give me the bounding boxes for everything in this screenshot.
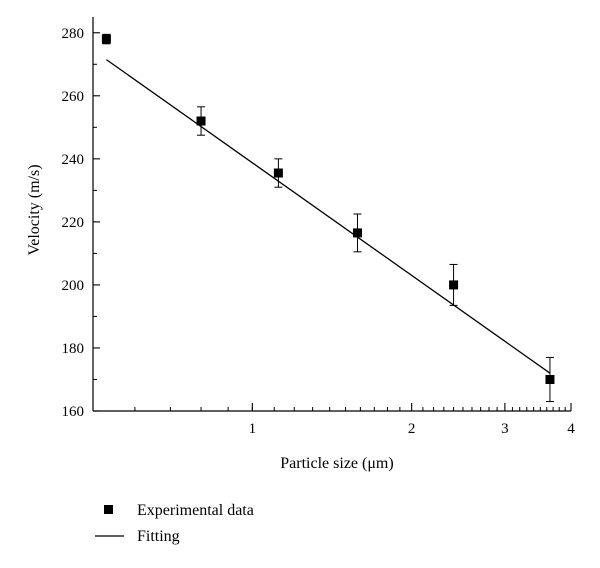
series-layer xyxy=(101,33,555,403)
legend-marker-square xyxy=(104,505,113,514)
y-tick-label: 240 xyxy=(62,152,85,168)
y-tick-label: 260 xyxy=(62,89,85,105)
data-marker xyxy=(545,374,555,384)
x-tick-label: 3 xyxy=(501,421,509,437)
x-tick-label: 2 xyxy=(408,421,416,437)
x-axis-label: Particle size (μm) xyxy=(280,455,393,472)
data-marker xyxy=(101,34,111,44)
data-marker xyxy=(196,116,206,126)
y-tick-label: 220 xyxy=(62,215,85,231)
legend: Experimental data Fitting xyxy=(95,502,254,545)
data-marker xyxy=(449,280,459,290)
plot-frame xyxy=(92,17,571,412)
data-point xyxy=(196,106,206,136)
x-axis-ticks: 1 2 3 4 xyxy=(134,403,575,437)
y-tick-label: 180 xyxy=(62,341,85,357)
y-tick-label: 160 xyxy=(62,404,85,420)
data-point xyxy=(352,213,362,253)
x-tick-label: 4 xyxy=(567,421,575,437)
y-axis-label: Velocity (m/s) xyxy=(26,164,43,255)
legend-label-fitting: Fitting xyxy=(137,528,180,545)
x-tick-label: 1 xyxy=(249,421,257,437)
fitting-line xyxy=(106,59,551,374)
data-marker xyxy=(352,228,362,238)
y-tick-label: 280 xyxy=(62,26,85,42)
y-axis-ticks: 160 180 200 220 240 260 280 xyxy=(62,26,100,420)
data-point xyxy=(545,356,555,403)
y-tick-label: 200 xyxy=(62,278,85,294)
data-point xyxy=(449,263,459,306)
legend-label-experimental: Experimental data xyxy=(137,502,254,519)
data-point xyxy=(101,33,111,45)
data-point xyxy=(273,158,283,188)
data-marker xyxy=(273,168,283,178)
